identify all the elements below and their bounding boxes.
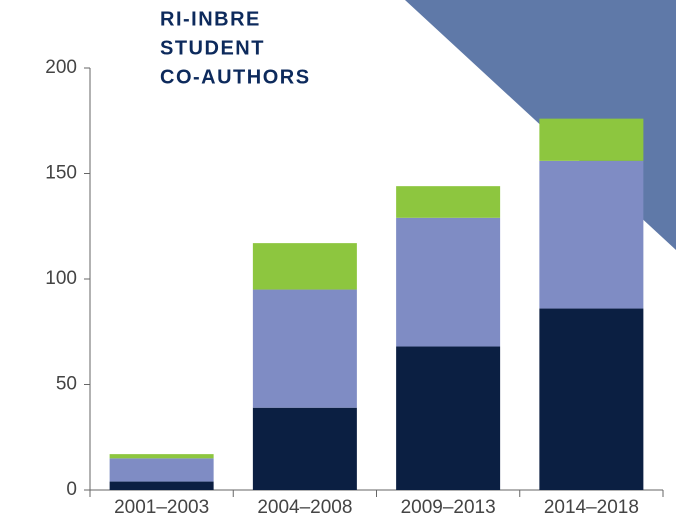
- y-tick-label: 100: [45, 268, 77, 289]
- y-tick-label: 50: [56, 374, 77, 395]
- bar-segment: [539, 308, 644, 490]
- bar-segment: [396, 217, 501, 347]
- x-tick-label: 2004–2008: [257, 497, 352, 518]
- x-tick-label: 2009–2013: [401, 497, 496, 518]
- bar-segment: [109, 481, 214, 490]
- bar-segment: [539, 118, 644, 161]
- bar-segment: [396, 346, 501, 490]
- bar-segment: [539, 160, 644, 309]
- bar-segment: [396, 186, 501, 218]
- bar-segment: [252, 289, 357, 408]
- y-tick-label: 0: [66, 479, 77, 500]
- bar-segment: [252, 243, 357, 290]
- x-tick-label: 2001–2003: [114, 497, 209, 518]
- x-tick-label: 2014–2018: [544, 497, 639, 518]
- chart-title: STUDENT: [160, 37, 265, 59]
- bar-segment: [252, 407, 357, 490]
- chart-title: CO-AUTHORS: [160, 66, 311, 88]
- y-tick-label: 200: [45, 57, 77, 78]
- bar-segment: [109, 454, 214, 459]
- bar-segment: [109, 458, 214, 482]
- y-tick-label: 150: [45, 163, 77, 184]
- chart-title: RI-INBRE: [160, 8, 261, 30]
